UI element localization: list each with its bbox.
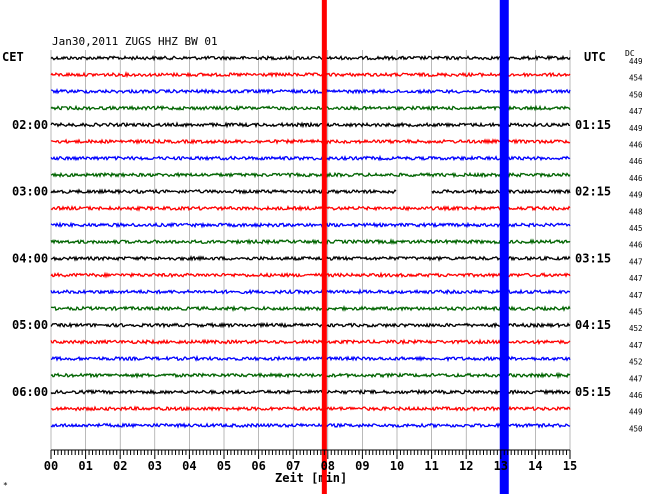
dc-value: 446	[629, 174, 643, 183]
dc-value: 447	[629, 341, 643, 350]
dc-value: 447	[629, 374, 643, 383]
dc-value: 447	[629, 291, 643, 300]
x-tick-label: 12	[459, 459, 473, 473]
right-time-label: 04:15	[575, 318, 611, 332]
left-time-label: 06:00	[12, 385, 48, 399]
dc-value: 446	[629, 241, 643, 250]
seismic-trace	[50, 54, 571, 62]
seismic-trace	[50, 321, 571, 329]
right-time-label: 01:15	[575, 118, 611, 132]
dc-value: 450	[629, 424, 643, 433]
event-marker-bar	[321, 0, 327, 494]
x-tick-label: 11	[424, 459, 438, 473]
dc-value: 452	[629, 358, 643, 367]
dc-value: 452	[629, 324, 643, 333]
left-axis-label: CET	[2, 50, 24, 64]
seismic-trace	[50, 338, 571, 346]
seismic-trace	[50, 254, 571, 262]
x-tick-label: 01	[78, 459, 92, 473]
seismic-trace	[50, 388, 571, 396]
right-axis-label: UTC	[584, 50, 606, 64]
x-tick-label: 15	[563, 459, 577, 473]
left-time-label: 04:00	[12, 251, 48, 265]
seismic-trace	[50, 171, 571, 179]
dc-value: 449	[629, 124, 643, 133]
dc-value: 447	[629, 274, 643, 283]
dc-label: DC	[625, 49, 635, 58]
dc-value: 445	[629, 224, 643, 233]
x-tick-label: 03	[148, 459, 162, 473]
seismic-trace	[50, 188, 571, 196]
seismic-trace	[50, 204, 571, 212]
left-time-label: 05:00	[12, 318, 48, 332]
dc-value: 448	[629, 207, 643, 216]
seismic-trace	[50, 354, 571, 363]
seismic-trace	[50, 422, 571, 429]
seismic-trace	[50, 304, 571, 313]
dc-value: 446	[629, 391, 643, 400]
dc-value: 449	[629, 408, 643, 417]
dc-value: 447	[629, 107, 643, 116]
x-axis-label: Zeit [min]	[275, 471, 347, 485]
dc-value: 447	[629, 257, 643, 266]
seismic-trace	[50, 104, 571, 112]
dc-value: 454	[629, 74, 643, 83]
seismic-trace	[50, 288, 571, 296]
right-time-label: 02:15	[575, 185, 611, 199]
right-time-label: 03:15	[575, 251, 611, 265]
x-tick-label: 08	[321, 459, 335, 473]
x-tick-label: 09	[355, 459, 369, 473]
right-time-label: 05:15	[575, 385, 611, 399]
dc-value: 445	[629, 308, 643, 317]
seismic-trace	[50, 221, 571, 229]
seismic-trace	[50, 405, 571, 413]
left-time-label: 03:00	[12, 185, 48, 199]
seismic-trace	[50, 154, 571, 162]
x-tick-label: 05	[217, 459, 231, 473]
corner-mark: *	[3, 481, 8, 490]
dc-value: 446	[629, 157, 643, 166]
dc-value: 446	[629, 141, 643, 150]
seismic-trace	[50, 371, 571, 380]
event-marker-bar	[499, 0, 509, 494]
x-tick-label: 04	[182, 459, 196, 473]
dc-value: 449	[629, 57, 643, 66]
seismic-trace	[50, 71, 571, 79]
x-tick-label: 00	[44, 459, 58, 473]
seismic-trace	[51, 87, 571, 95]
dc-value: 449	[629, 191, 643, 200]
x-tick-label: 07	[286, 459, 300, 473]
seismic-trace	[50, 238, 571, 246]
x-tick-label: 06	[251, 459, 265, 473]
chart-title: Jan30,2011 ZUGS HHZ BW 01	[52, 35, 218, 48]
x-tick-label: 13	[494, 459, 508, 473]
seismic-trace	[50, 138, 571, 145]
seismic-trace	[50, 271, 571, 279]
x-tick-label: 14	[528, 459, 542, 473]
x-tick-label: 02	[113, 459, 127, 473]
left-time-label: 02:00	[12, 118, 48, 132]
seismic-trace	[50, 121, 570, 129]
x-tick-label: 10	[390, 459, 404, 473]
dc-value: 450	[629, 90, 643, 99]
